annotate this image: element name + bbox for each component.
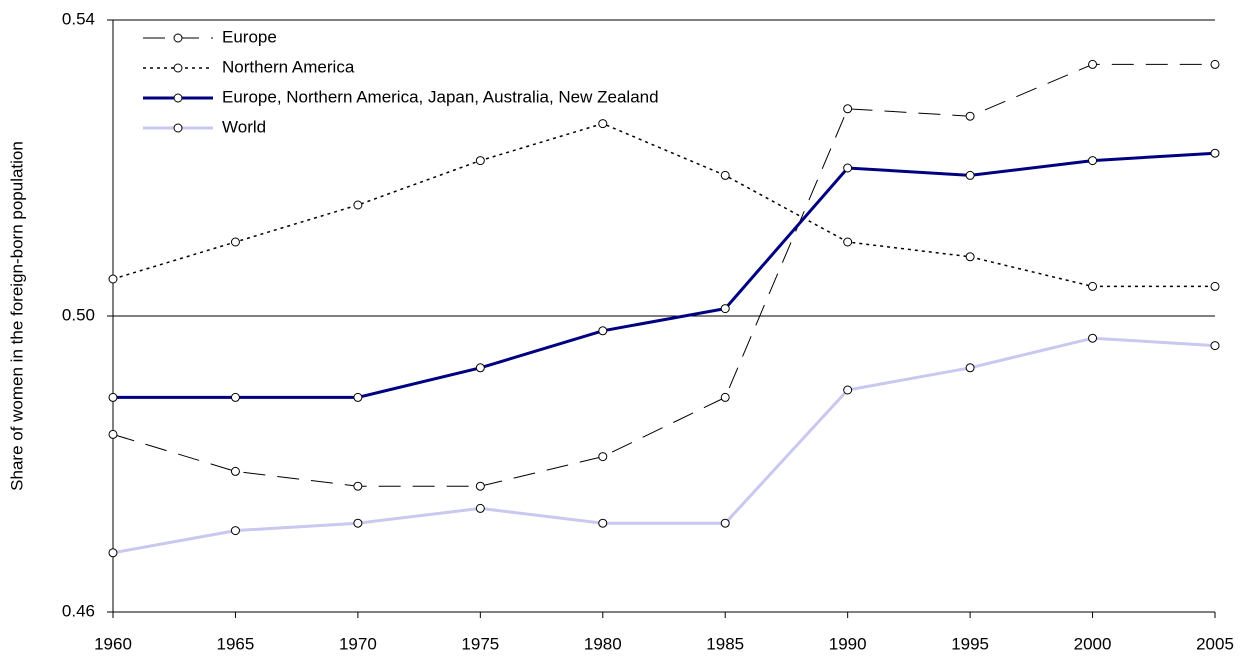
point <box>1088 281 1098 291</box>
point <box>720 304 730 314</box>
legend-marker <box>173 123 183 133</box>
point <box>598 326 608 336</box>
y-tick-label: 0.54 <box>62 9 95 28</box>
x-tick-label: 1995 <box>951 634 989 653</box>
point <box>108 429 118 439</box>
point <box>843 163 853 173</box>
legend-marker <box>173 63 183 73</box>
x-tick-label: 2005 <box>1196 634 1234 653</box>
point <box>353 518 363 528</box>
point <box>1088 156 1098 166</box>
point <box>843 104 853 114</box>
x-tick-label: 1980 <box>584 634 622 653</box>
point <box>1088 59 1098 69</box>
legend-label: Europe, Northern America, Japan, Austral… <box>222 87 659 106</box>
point <box>598 452 608 462</box>
x-tick-label: 1975 <box>461 634 499 653</box>
point <box>1210 59 1220 69</box>
y-tick-label: 0.46 <box>62 601 95 620</box>
point <box>598 518 608 528</box>
legend-marker <box>173 33 183 43</box>
point <box>475 503 485 513</box>
point <box>965 363 975 373</box>
legend-label: Northern America <box>222 57 355 76</box>
point <box>720 392 730 402</box>
series-line <box>112 122 1215 288</box>
x-tick-label: 1990 <box>829 634 867 653</box>
point <box>965 170 975 180</box>
point <box>353 481 363 491</box>
point <box>108 392 118 402</box>
y-axis-label: Share of women in the foreign-born popul… <box>7 141 26 491</box>
point <box>353 392 363 402</box>
point <box>353 200 363 210</box>
x-tick-label: 1985 <box>706 634 744 653</box>
point <box>475 481 485 491</box>
point <box>230 526 240 536</box>
point <box>720 170 730 180</box>
point <box>843 385 853 395</box>
point <box>475 156 485 166</box>
y-tick-label: 0.50 <box>62 305 95 324</box>
series-line <box>112 336 1216 555</box>
series-line <box>113 151 1216 399</box>
series-line <box>112 63 1215 487</box>
point <box>843 237 853 247</box>
point <box>108 548 118 558</box>
point <box>965 252 975 262</box>
x-tick-label: 1965 <box>217 634 255 653</box>
point <box>720 518 730 528</box>
point <box>108 274 118 284</box>
point <box>598 119 608 129</box>
point <box>1088 333 1098 343</box>
point <box>965 111 975 121</box>
point <box>230 392 240 402</box>
x-tick-label: 2000 <box>1074 634 1112 653</box>
point <box>1210 148 1220 158</box>
point <box>1210 281 1220 291</box>
legend-marker <box>173 93 183 103</box>
x-tick-label: 1970 <box>339 634 377 653</box>
legend-label: World <box>222 117 266 136</box>
x-tick-label: 1960 <box>94 634 132 653</box>
point <box>475 363 485 373</box>
point <box>230 237 240 247</box>
point <box>1210 341 1220 351</box>
legend-label: Europe <box>222 27 277 46</box>
point <box>230 466 240 476</box>
